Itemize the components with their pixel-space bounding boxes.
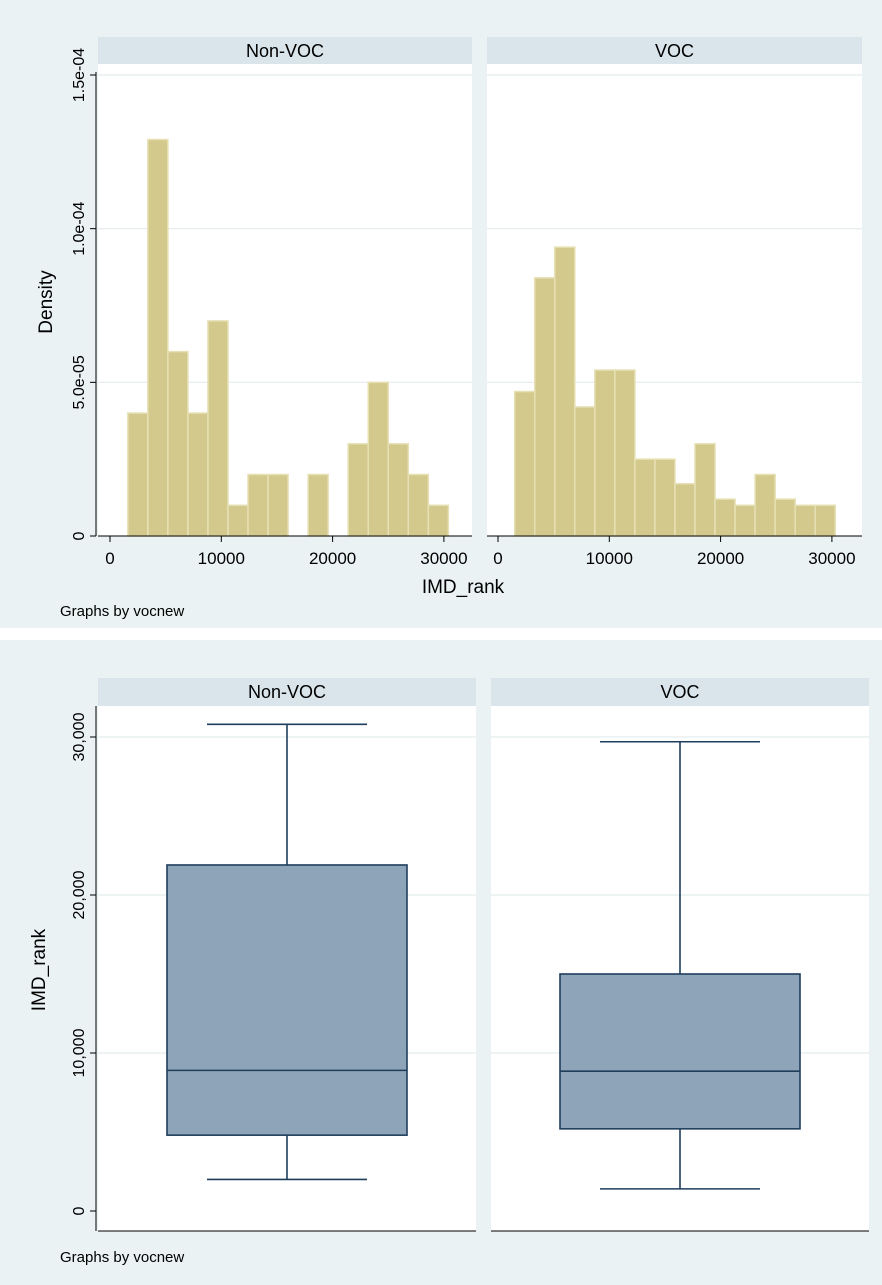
graphs-by-note: Graphs by vocnew: [60, 603, 184, 620]
panel-header: [98, 37, 472, 64]
x-tick-label: 0: [105, 549, 114, 568]
histogram-bar: [554, 246, 576, 537]
iqr-box: [166, 864, 408, 1136]
x-tick-label: 20000: [697, 549, 744, 568]
histogram-bar: [307, 473, 329, 537]
histogram-bar: [574, 406, 596, 537]
histogram-bar: [614, 369, 636, 537]
y-tick-label: 0: [71, 531, 88, 540]
histogram-bar: [634, 458, 656, 537]
histogram-bar: [714, 498, 736, 537]
y-tick-label: 0: [71, 1206, 88, 1215]
histogram-bar: [347, 443, 369, 537]
histogram-bar: [754, 473, 776, 537]
histogram-bar: [774, 498, 796, 537]
graphs-by-note: Graphs by vocnew: [60, 1249, 184, 1266]
y-tick-label: 20,000: [71, 870, 88, 919]
panel-title: VOC: [655, 41, 694, 61]
panel-title: VOC: [660, 682, 699, 702]
histogram-bar: [387, 443, 410, 537]
y-tick-label: 1.5e-04: [71, 48, 88, 102]
y-tick-label: 5.0e-05: [71, 355, 88, 409]
boxplot-figure: IMD_rank Graphs by vocnew Non-VOC VOC 0 10,…: [0, 640, 882, 1285]
x-tick-label: 0: [493, 549, 502, 568]
histogram-bar: [734, 504, 756, 537]
x-tick-label: 10000: [586, 549, 633, 568]
histogram-bar: [694, 443, 716, 537]
histogram-bar: [513, 390, 536, 537]
histogram-bar: [167, 350, 189, 537]
histogram-bar: [227, 504, 249, 537]
panel-header: [491, 678, 869, 706]
x-axis-label: IMD_rank: [422, 577, 505, 598]
panel-title: Non-VOC: [248, 682, 326, 702]
histogram-figure: IMD_rank Density Graphs by vocnew Non-VO…: [0, 0, 882, 628]
histogram-bar: [794, 504, 816, 537]
histogram-bar: [267, 473, 289, 537]
y-axis-label: Density: [36, 270, 57, 334]
histogram-bar: [247, 473, 269, 537]
x-tick-label: 30000: [420, 549, 467, 568]
histogram-bar: [594, 369, 616, 537]
histogram-bar: [407, 473, 430, 537]
iqr-box: [559, 973, 801, 1130]
boxplot-chart: IMD_rank Graphs by vocnew Non-VOC VOC 0 10,…: [29, 678, 869, 1266]
histogram-bar: [147, 138, 169, 537]
histogram-bar: [187, 412, 209, 537]
y-tick-label: 1.0e-04: [71, 201, 88, 255]
x-tick-label: 30000: [808, 549, 855, 568]
panel-header: [98, 678, 476, 706]
panel-header: [487, 37, 862, 64]
panel-title: Non-VOC: [246, 41, 324, 61]
x-tick-label: 10000: [198, 549, 245, 568]
y-tick-label: 10,000: [71, 1028, 88, 1077]
histogram-bar: [654, 458, 676, 537]
histogram-bar: [127, 412, 149, 537]
histogram-bar: [814, 504, 836, 537]
histogram-bar: [674, 483, 696, 537]
x-tick-label: 20000: [309, 549, 356, 568]
histogram-bar: [427, 504, 450, 537]
y-tick-label: 30,000: [71, 712, 88, 761]
histogram-bar: [207, 320, 229, 537]
y-axis-label: IMD_rank: [29, 928, 50, 1011]
histogram-bar: [533, 277, 556, 537]
histogram-bar: [367, 381, 390, 537]
histogram-chart: IMD_rank Density Graphs by vocnew Non-VO…: [36, 37, 862, 620]
